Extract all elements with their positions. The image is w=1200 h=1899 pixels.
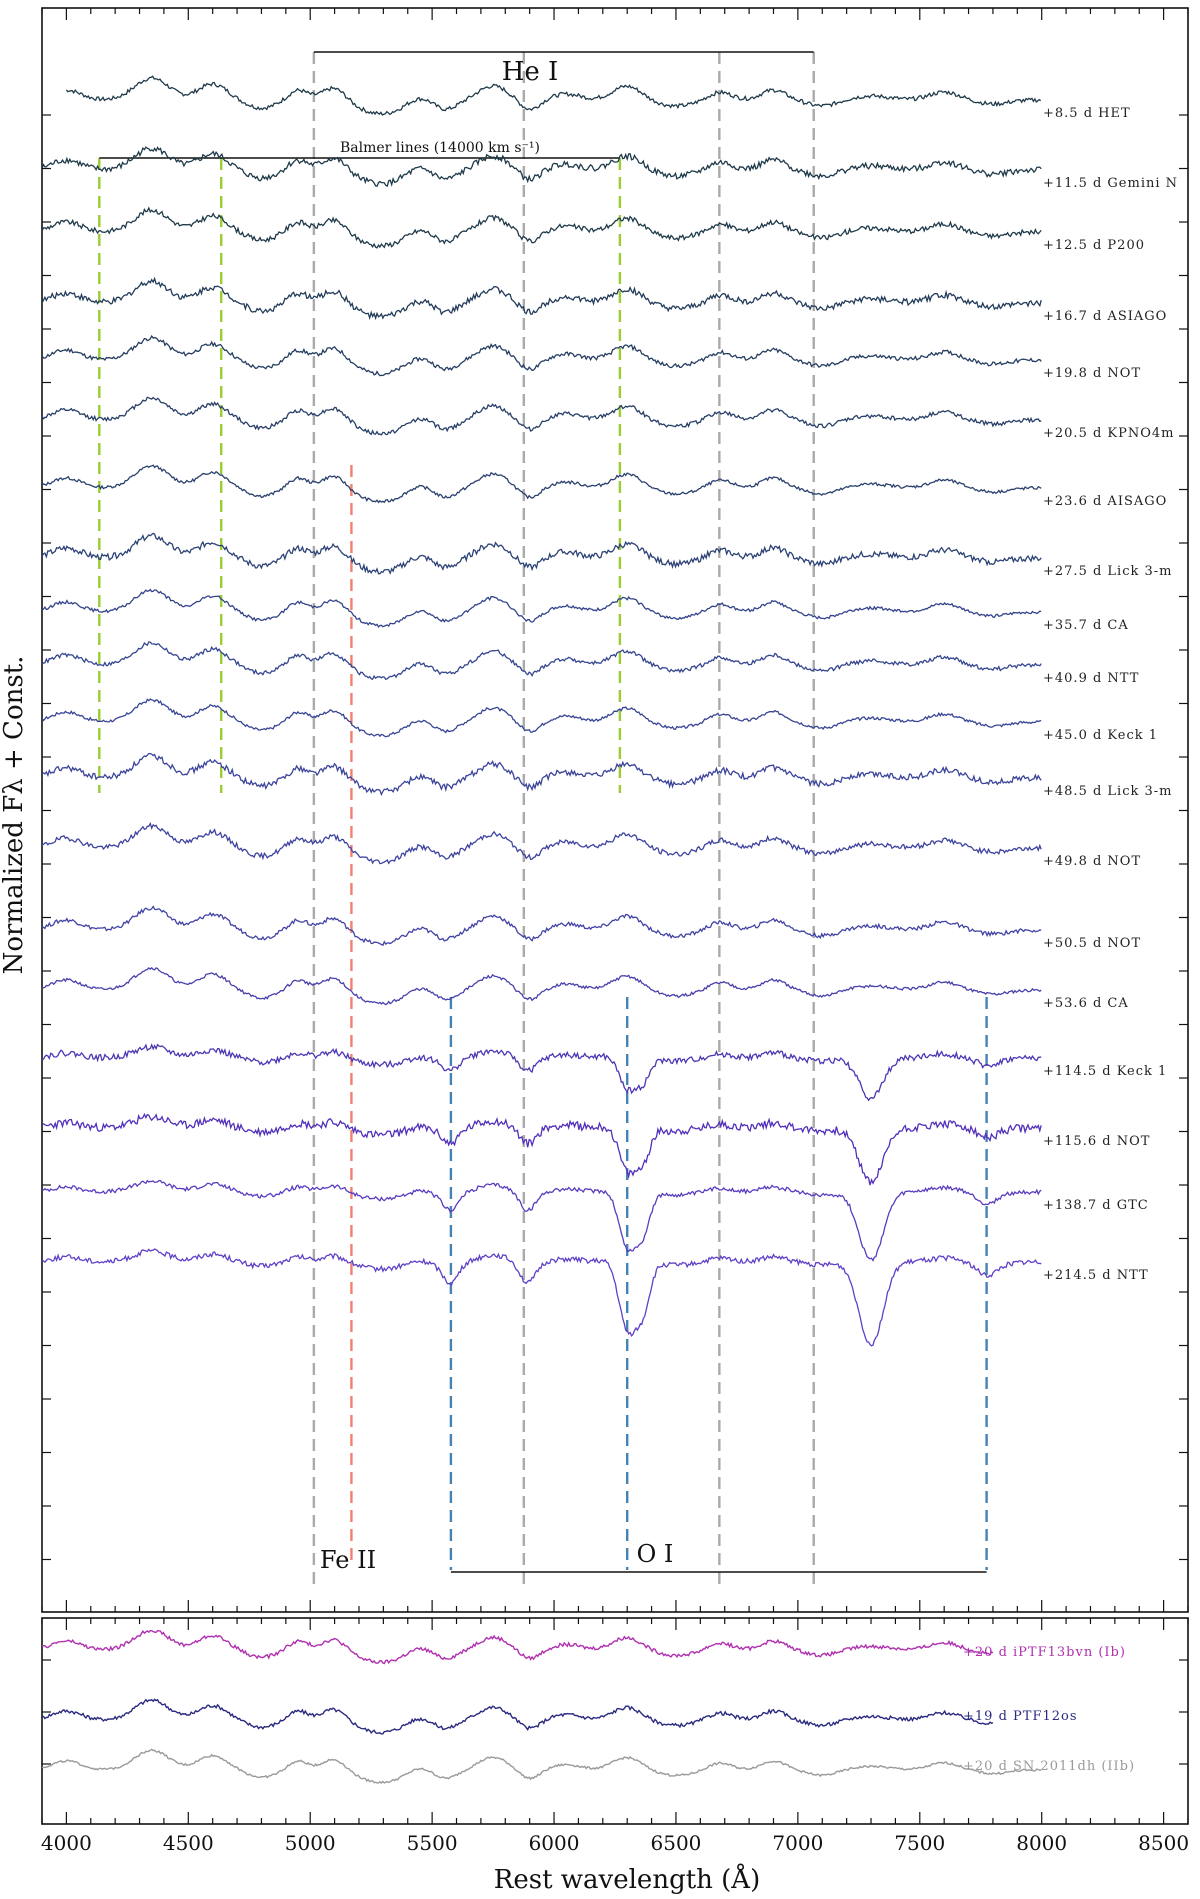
spectrum-line-6 xyxy=(41,396,1042,436)
spectrum-line-12 xyxy=(41,752,1042,797)
spectrum-label-19: +214.5 d NTT xyxy=(1043,1268,1149,1283)
spectrum-line-2 xyxy=(41,146,1042,188)
x-tick-label: 6000 xyxy=(529,1831,580,1855)
spectrum-line-17 xyxy=(41,1112,1042,1186)
axes-layer: 4000 4500 5000 5500 6000 6500 7000 7500 8000 8500 xyxy=(41,8,1189,1855)
x-tick-label: 8000 xyxy=(1016,1831,1067,1855)
y-axis-label: Normalized Fλ + Const. xyxy=(0,656,29,975)
line-identification-layer: He I Balmer lines (14000 km s⁻¹) Fe II O I xyxy=(98,51,988,1585)
lower-panel-frame xyxy=(41,1617,1189,1825)
spectrum-labels-layer: +8.5 d HET +11.5 d Gemini N +12.5 d P200 +1… xyxy=(1043,106,1178,1283)
spectrum-line-10 xyxy=(41,641,1042,681)
he-i-label: He I xyxy=(502,57,559,87)
spectrum-line-15 xyxy=(41,966,1042,1006)
spectrum-line-4 xyxy=(41,276,1042,321)
comparison-label-3: +20 d SN 2011dh (IIb) xyxy=(963,1759,1135,1774)
spectrum-line-1 xyxy=(65,75,1042,116)
x-tick-label: 6500 xyxy=(651,1831,702,1855)
spectrum-line-5 xyxy=(41,334,1042,377)
spectrum-label-1: +8.5 d HET xyxy=(1043,106,1131,121)
spectrum-label-2: +11.5 d Gemini N xyxy=(1043,176,1178,191)
spectrum-line-3 xyxy=(41,206,1042,249)
spectrum-label-6: +20.5 d KPNO4m xyxy=(1043,426,1175,441)
spectrum-label-9: +35.7 d CA xyxy=(1043,618,1129,633)
spectrum-line-9 xyxy=(41,588,1042,628)
spectrum-line-19 xyxy=(41,1248,1042,1347)
spectrum-label-17: +115.6 d NOT xyxy=(1043,1134,1150,1149)
spectrum-label-11: +45.0 d Keck 1 xyxy=(1043,728,1158,743)
spectrum-label-3: +12.5 d P200 xyxy=(1043,238,1145,253)
spectrum-label-4: +16.7 d ASIAGO xyxy=(1043,309,1167,324)
spectrum-label-10: +40.9 d NTT xyxy=(1043,671,1139,686)
x-tick-label: 5500 xyxy=(407,1831,458,1855)
x-tick-label: 4500 xyxy=(163,1831,214,1855)
spectrum-line-18 xyxy=(41,1179,1042,1262)
spectrum-label-15: +53.6 d CA xyxy=(1043,996,1129,1011)
comparison-spectra-layer: +20 d iPTF13bvn (Ib) +19 d PTF12os +20 d S… xyxy=(41,1629,1135,1784)
upper-panel-frame xyxy=(41,7,1189,1613)
spectrum-label-14: +50.5 d NOT xyxy=(1043,936,1141,951)
comparison-line-3 xyxy=(41,1748,1042,1784)
x-axis-label: Rest wavelength (Å) xyxy=(494,1863,760,1895)
comparison-line-2 xyxy=(41,1698,994,1735)
x-tick-label: 4000 xyxy=(41,1831,92,1855)
upper-panel-border xyxy=(41,7,1189,1613)
x-tick-label: 8500 xyxy=(1138,1831,1189,1855)
spectrum-line-11 xyxy=(41,698,1042,738)
fe-ii-label: Fe II xyxy=(320,1546,376,1574)
spectrum-label-18: +138.7 d GTC xyxy=(1043,1198,1149,1213)
spectrum-label-12: +48.5 d Lick 3-m xyxy=(1043,784,1173,799)
spectrum-line-7 xyxy=(41,464,1042,504)
x-tick-label: 7000 xyxy=(772,1831,823,1855)
spectrum-label-5: +19.8 d NOT xyxy=(1043,366,1141,381)
comparison-label-1: +20 d iPTF13bvn (Ib) xyxy=(963,1645,1126,1660)
spectrum-line-14 xyxy=(41,905,1042,947)
spectrum-label-8: +27.5 d Lick 3-m xyxy=(1043,564,1173,579)
spectrum-line-16 xyxy=(42,1043,1042,1102)
spectra-layer xyxy=(41,75,1042,1347)
spectrum-line-8 xyxy=(41,532,1042,575)
comparison-line-1 xyxy=(41,1629,994,1665)
lower-panel-border xyxy=(41,1617,1189,1825)
spectrum-label-16: +114.5 d Keck 1 xyxy=(1043,1064,1167,1079)
o-i-label: O I xyxy=(637,1540,674,1568)
spectrum-line-13 xyxy=(41,821,1042,865)
comparison-label-2: +19 d PTF12os xyxy=(963,1709,1078,1724)
x-tick-label: 5000 xyxy=(285,1831,336,1855)
spectrum-label-7: +23.6 d AISAGO xyxy=(1043,494,1167,509)
x-tick-label: 7500 xyxy=(894,1831,945,1855)
balmer-label: Balmer lines (14000 km s⁻¹) xyxy=(340,140,540,156)
spectrum-label-13: +49.8 d NOT xyxy=(1043,854,1141,869)
